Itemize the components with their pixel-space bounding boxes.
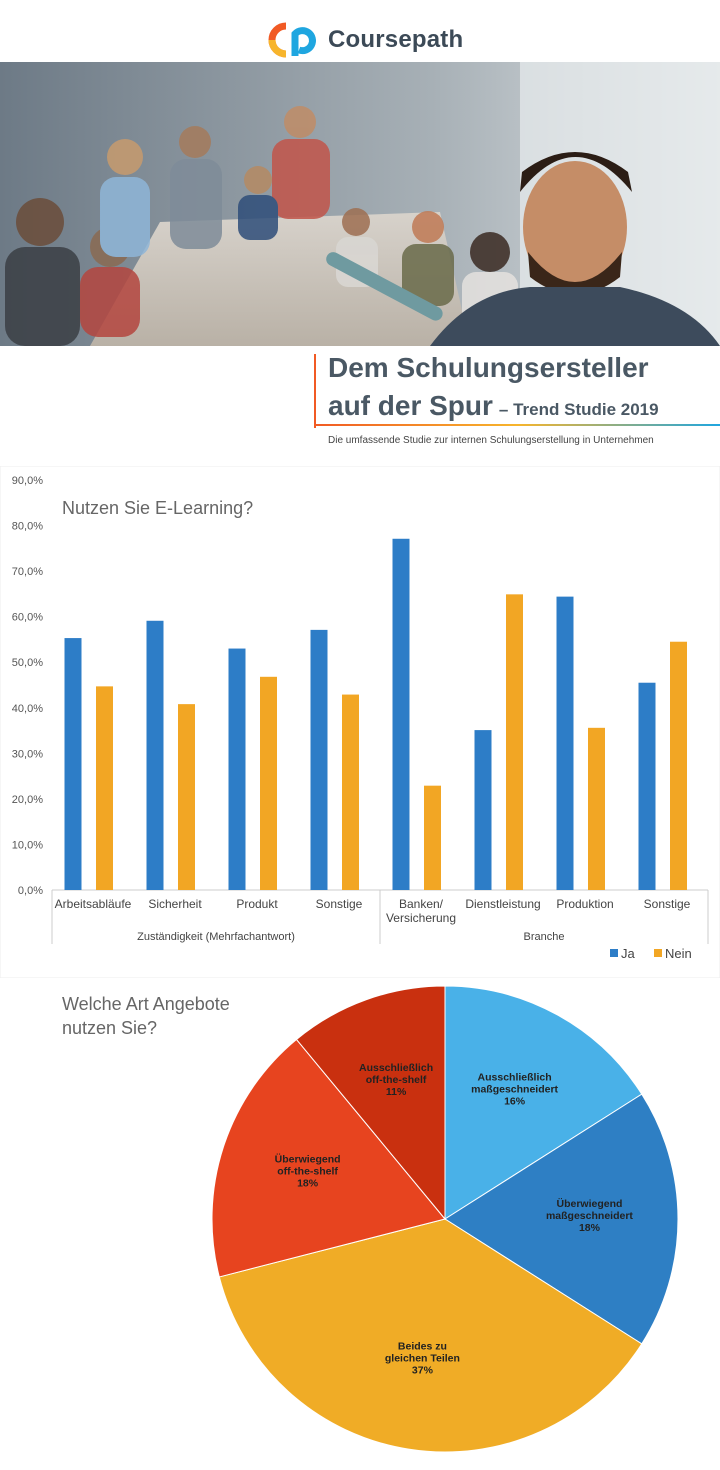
y-tick-label: 30,0%	[12, 748, 43, 760]
study-subtitle: Die umfassende Studie zur internen Schul…	[328, 435, 654, 446]
coursepath-logo-icon	[268, 22, 316, 58]
y-tick-label: 50,0%	[12, 657, 43, 669]
y-tick-label: 90,0%	[12, 475, 43, 487]
elearning-bar-chart: 0,0% 10,0% 20,0% 30,0% 40,0% 50,0% 60,0% 70,0% 8…	[0, 465, 720, 979]
pie-slice	[211, 1038, 446, 1278]
pie-slice-label: Beides zu gleichen Teilen 37%	[385, 1341, 460, 1377]
bar-nein	[342, 694, 359, 890]
pie-slice-label: Überwiegend maßgeschneidert 18%	[546, 1197, 633, 1234]
bar-chart-title: Nutzen Sie E-Learning?	[62, 498, 253, 518]
bar-chart-background	[0, 465, 720, 979]
title-accent-lines	[314, 354, 720, 428]
category-label: Produktion	[556, 897, 613, 911]
team-meeting-photo	[0, 62, 720, 346]
category-label: Sonstige	[644, 897, 691, 911]
y-tick-label: 0,0%	[18, 885, 43, 897]
bar-ja	[556, 596, 574, 890]
y-tick-label: 40,0%	[12, 703, 43, 715]
bar-nein	[96, 686, 113, 890]
group-label: Branche	[524, 931, 565, 943]
offer-type-pie-chart: Welche Art Angebote nutzen Sie? Ausschließ…	[0, 982, 720, 1465]
pie-slice	[444, 1093, 679, 1345]
y-tick-label: 80,0%	[12, 521, 43, 533]
y-tick-label: 70,0%	[12, 566, 43, 578]
bar-ja	[392, 538, 410, 890]
bar-ja	[310, 629, 328, 890]
pie-slice-label: Ausschließlich maßgeschneidert 16%	[471, 1071, 558, 1107]
brand-name: Coursepath	[328, 26, 464, 53]
coursepath-logo[interactable]: Coursepath	[268, 20, 463, 60]
offer-type-pie-chart-svg: Welche Art Angebote nutzen Sie? Ausschließ…	[62, 985, 679, 1453]
y-tick-label: 10,0%	[12, 839, 43, 851]
study-title-line1: Dem Schulungsersteller	[328, 352, 649, 383]
bar-ja	[228, 648, 246, 890]
pie-chart-title: Welche Art Angebote nutzen Sie?	[62, 994, 230, 1038]
pie-slice-label: Überwiegend off-the-shelf 18%	[275, 1152, 341, 1189]
y-tick-label: 20,0%	[12, 794, 43, 806]
bar-ja	[474, 730, 492, 890]
bar-nein	[506, 594, 523, 890]
category-label: Banken/Versicherung	[386, 897, 456, 925]
bar-nein	[670, 641, 687, 890]
category-label: Dienstleistung	[465, 897, 540, 911]
category-label: Sicherheit	[148, 897, 202, 911]
bar-nein	[260, 676, 277, 890]
bar-ja	[64, 638, 82, 890]
pie-slice	[444, 985, 643, 1220]
study-title-block: Dem Schulungsersteller auf der Spur – Tre…	[314, 352, 720, 432]
elearning-bar-chart-svg: 0,0% 10,0% 20,0% 30,0% 40,0% 50,0% 60,0% 70,0% 8…	[0, 465, 720, 979]
category-label: Produkt	[236, 897, 278, 911]
bar-ja	[146, 620, 164, 890]
study-title-line2: auf der Spur – Trend Studie 2019	[328, 390, 659, 422]
y-tick-label: 60,0%	[12, 612, 43, 624]
study-title-line2-text: auf der Spur	[328, 390, 493, 421]
bar-nein	[178, 704, 195, 890]
bar-ja	[638, 682, 656, 890]
bar-nein	[424, 785, 441, 890]
category-label: Sonstige	[316, 897, 363, 911]
legend-label: Ja	[621, 946, 636, 961]
group-label: Zuständigkeit (Mehrfachantwort)	[137, 931, 295, 943]
pie-slice	[218, 1218, 643, 1453]
bar-nein	[588, 727, 605, 890]
hero-photo	[0, 62, 720, 346]
pie-slice-label: Ausschließlich off-the-shelf 11%	[359, 1062, 433, 1098]
pie-slice	[295, 985, 446, 1221]
legend-swatch	[654, 949, 662, 957]
legend-swatch	[610, 949, 618, 957]
legend-label: Nein	[665, 946, 692, 961]
study-title-suffix: – Trend Studie 2019	[498, 400, 659, 419]
category-label: Arbeitsabläufe	[55, 897, 132, 911]
